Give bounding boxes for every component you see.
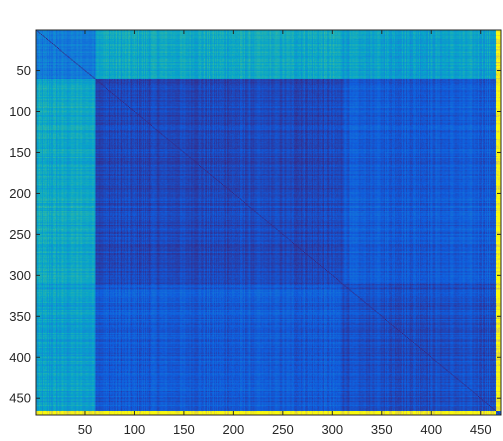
y-axis: 50 100 150 200 250 300 350 400 450 (9, 63, 501, 406)
y-tick-label: 300 (9, 268, 31, 283)
x-tick-label: 200 (223, 422, 245, 437)
x-axis: 50 100 150 200 250 300 350 400 450 (78, 30, 492, 437)
x-tick-label: 150 (173, 422, 195, 437)
y-tick-label: 250 (9, 227, 31, 242)
x-tick-label: 100 (124, 422, 146, 437)
x-tick-label: 300 (321, 422, 343, 437)
x-tick-label: 400 (420, 422, 442, 437)
plot-border (35, 29, 502, 416)
y-tick-label: 200 (9, 186, 31, 201)
x-tick-label: 350 (371, 422, 393, 437)
y-tick-label: 50 (17, 63, 31, 78)
heatmap-matrix-image (36, 30, 501, 415)
x-tick-label: 250 (272, 422, 294, 437)
x-tick-label: 450 (470, 422, 492, 437)
x-tick-label: 50 (78, 422, 92, 437)
y-tick-label: 400 (9, 350, 31, 365)
y-tick-label: 100 (9, 104, 31, 119)
y-tick-label: 450 (9, 391, 31, 406)
y-tick-label: 350 (9, 309, 31, 324)
y-tick-label: 150 (9, 145, 31, 160)
plot-area (35, 29, 502, 416)
